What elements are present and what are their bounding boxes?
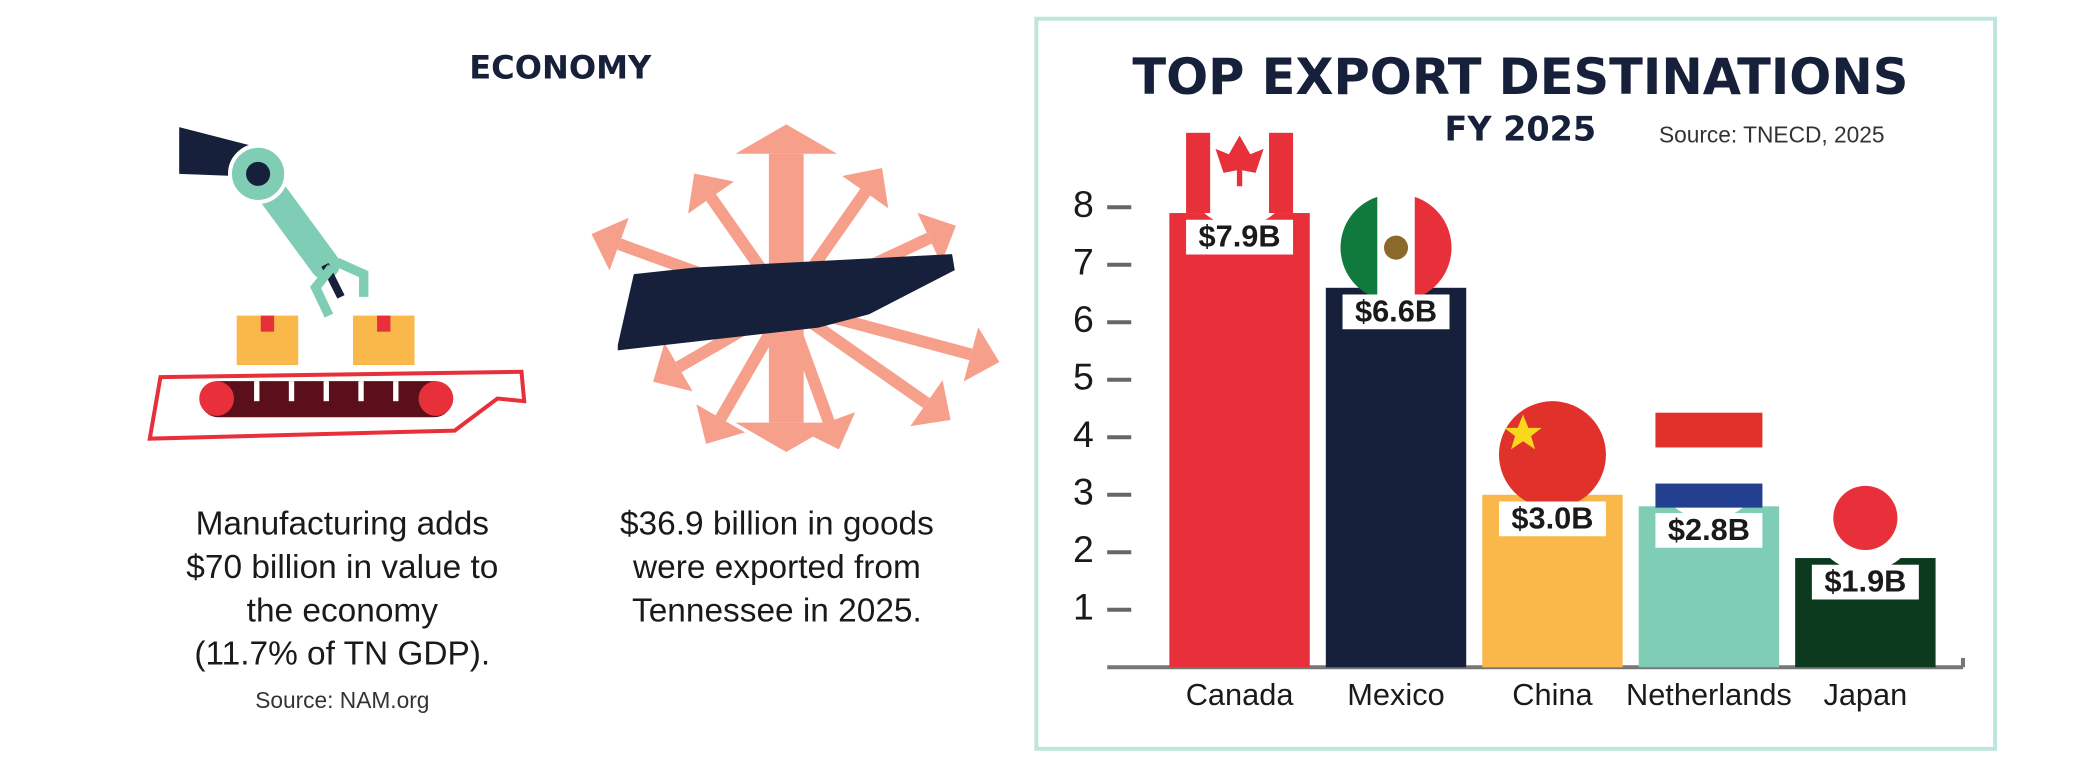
body-text: (11.7% of TN GDP).: [194, 636, 490, 673]
value-label: $1.9B: [1824, 564, 1906, 599]
flag-disc: [1833, 485, 1898, 551]
y-tick-label: 4: [1073, 413, 1094, 455]
flag-band: [1414, 196, 1452, 299]
arrow-head: [910, 380, 951, 427]
flag-star: [1504, 414, 1542, 450]
y-tick-label: 8: [1073, 183, 1094, 225]
body-text: $36.9 billion in goods: [620, 505, 934, 542]
y-tick-label: 2: [1073, 528, 1094, 570]
value-label: $3.0B: [1511, 500, 1593, 535]
value-label-box: [1655, 512, 1763, 548]
source: Source: NAM.org: [255, 687, 429, 713]
flag-band: [1186, 132, 1211, 214]
flag-band: [1340, 196, 1378, 299]
robot-illustration: [147, 127, 527, 441]
value-label-box: [1186, 219, 1294, 255]
x-tick-label: China: [1512, 677, 1593, 712]
y-tick-label: 5: [1073, 356, 1094, 398]
y-tick-label: 6: [1073, 298, 1094, 340]
flag-emblem: [1383, 235, 1409, 260]
bar: [1169, 213, 1310, 668]
chart: 1 2 3 4 5 6 7 8 Canada $7.9B Mexico $6.6B China $3.0B…: [1073, 119, 1936, 712]
x-tick-label: Japan: [1823, 677, 1907, 712]
x-tick-label: Mexico: [1347, 677, 1444, 712]
section-heading: ECONOMY: [469, 49, 652, 87]
value-label-box: [1498, 501, 1606, 537]
arrow-head: [735, 422, 838, 452]
y-tick-label: 3: [1073, 471, 1094, 513]
body-text: Tennessee in 2025.: [632, 592, 922, 629]
chart-source: Source: TNECD, 2025: [1659, 121, 1885, 147]
y-tick-label: 7: [1073, 241, 1094, 283]
tennessee-shape: [617, 254, 955, 351]
chart-frame: [1034, 16, 1998, 751]
body-text: Manufacturing adds: [196, 505, 489, 542]
arrow-head: [963, 327, 1000, 382]
arrow-head: [591, 217, 629, 271]
arrow-head: [688, 173, 735, 214]
arrow-head: [802, 412, 856, 450]
chart-subtitle: FY 2025: [1445, 110, 1597, 149]
value-label: $2.8B: [1668, 512, 1750, 547]
x-tick-label: Canada: [1186, 677, 1295, 712]
value-label: $6.6B: [1355, 293, 1437, 328]
body-text: $70 billion in value to: [186, 549, 498, 586]
x-tick-label: Netherlands: [1626, 677, 1792, 712]
body-text: were exported from: [632, 549, 921, 586]
y-tick-label: 1: [1073, 586, 1094, 628]
flag-band: [1655, 483, 1763, 508]
value-label-box: [1811, 564, 1919, 600]
arrow-head: [653, 342, 693, 392]
body-text: the economy: [247, 592, 439, 629]
flag: [1498, 401, 1606, 509]
arrow-head: [917, 212, 956, 264]
value-label: $7.9B: [1199, 219, 1281, 254]
economy-text: Manufacturing adds $70 billion in value t…: [186, 505, 934, 672]
flag-band: [1655, 412, 1763, 448]
arrow-head: [696, 404, 746, 444]
flag-leaf: [1215, 135, 1264, 187]
value-label-box: [1342, 294, 1450, 330]
bar: [1325, 287, 1467, 668]
arrow-head: [842, 167, 889, 209]
chart-title: TOP EXPORT DESTINATIONS: [1132, 48, 1908, 106]
arrow-head: [735, 124, 838, 154]
flag-band: [1268, 132, 1294, 214]
